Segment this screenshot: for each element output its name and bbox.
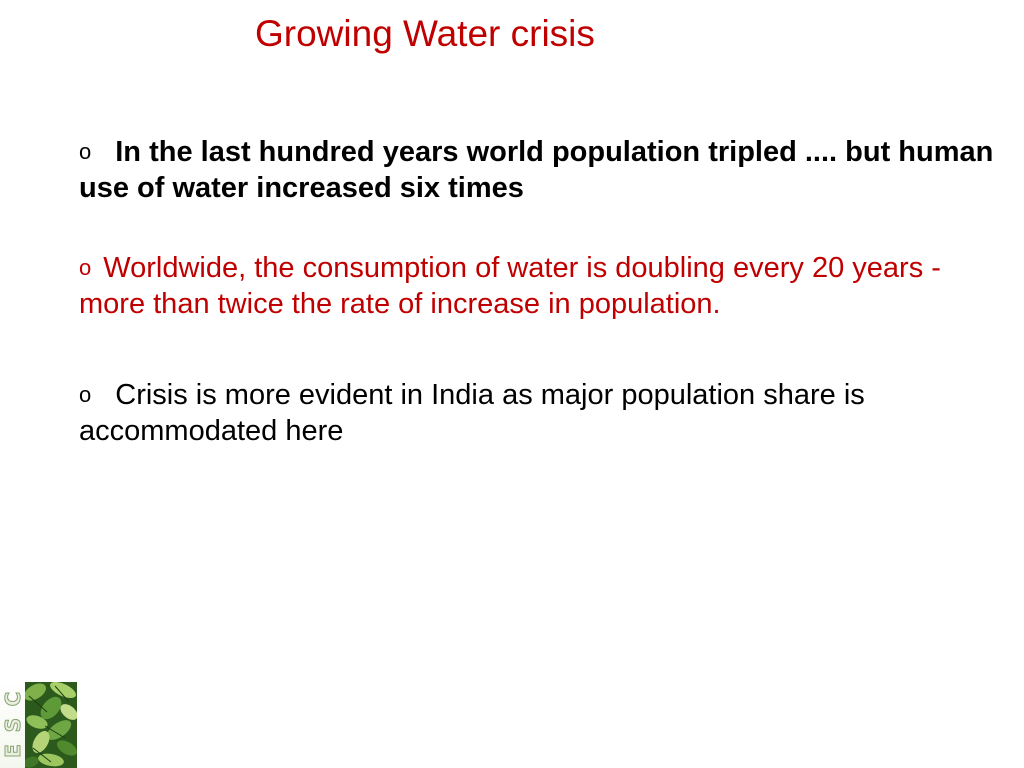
logo-letter-e: E <box>1 744 26 759</box>
bullet-list: o In the last hundred years world populat… <box>79 134 994 449</box>
logo-letter-c: C <box>1 691 26 707</box>
bullet-marker-icon: o <box>79 255 92 280</box>
leaves-icon <box>23 682 77 768</box>
bullet-text: Crisis is more evident in India as major… <box>79 379 865 447</box>
bullet-text: In the last hundred years world populati… <box>79 136 994 204</box>
bullet-text: Worldwide, the consumption of water is d… <box>79 252 941 320</box>
logo-letters: C S E <box>0 682 26 768</box>
bullet-marker-icon: o <box>79 139 92 164</box>
bullet-item-india: o Crisis is more evident in India as majo… <box>79 377 994 449</box>
bullet-item-population: o In the last hundred years world populat… <box>79 134 994 206</box>
cse-logo: C S E <box>0 682 77 768</box>
logo-letter-s: S <box>1 717 26 733</box>
bullet-marker-icon: o <box>79 382 92 407</box>
slide-title: Growing Water crisis <box>255 13 595 54</box>
bullet-item-consumption: o Worldwide, the consumption of water is … <box>79 250 994 322</box>
